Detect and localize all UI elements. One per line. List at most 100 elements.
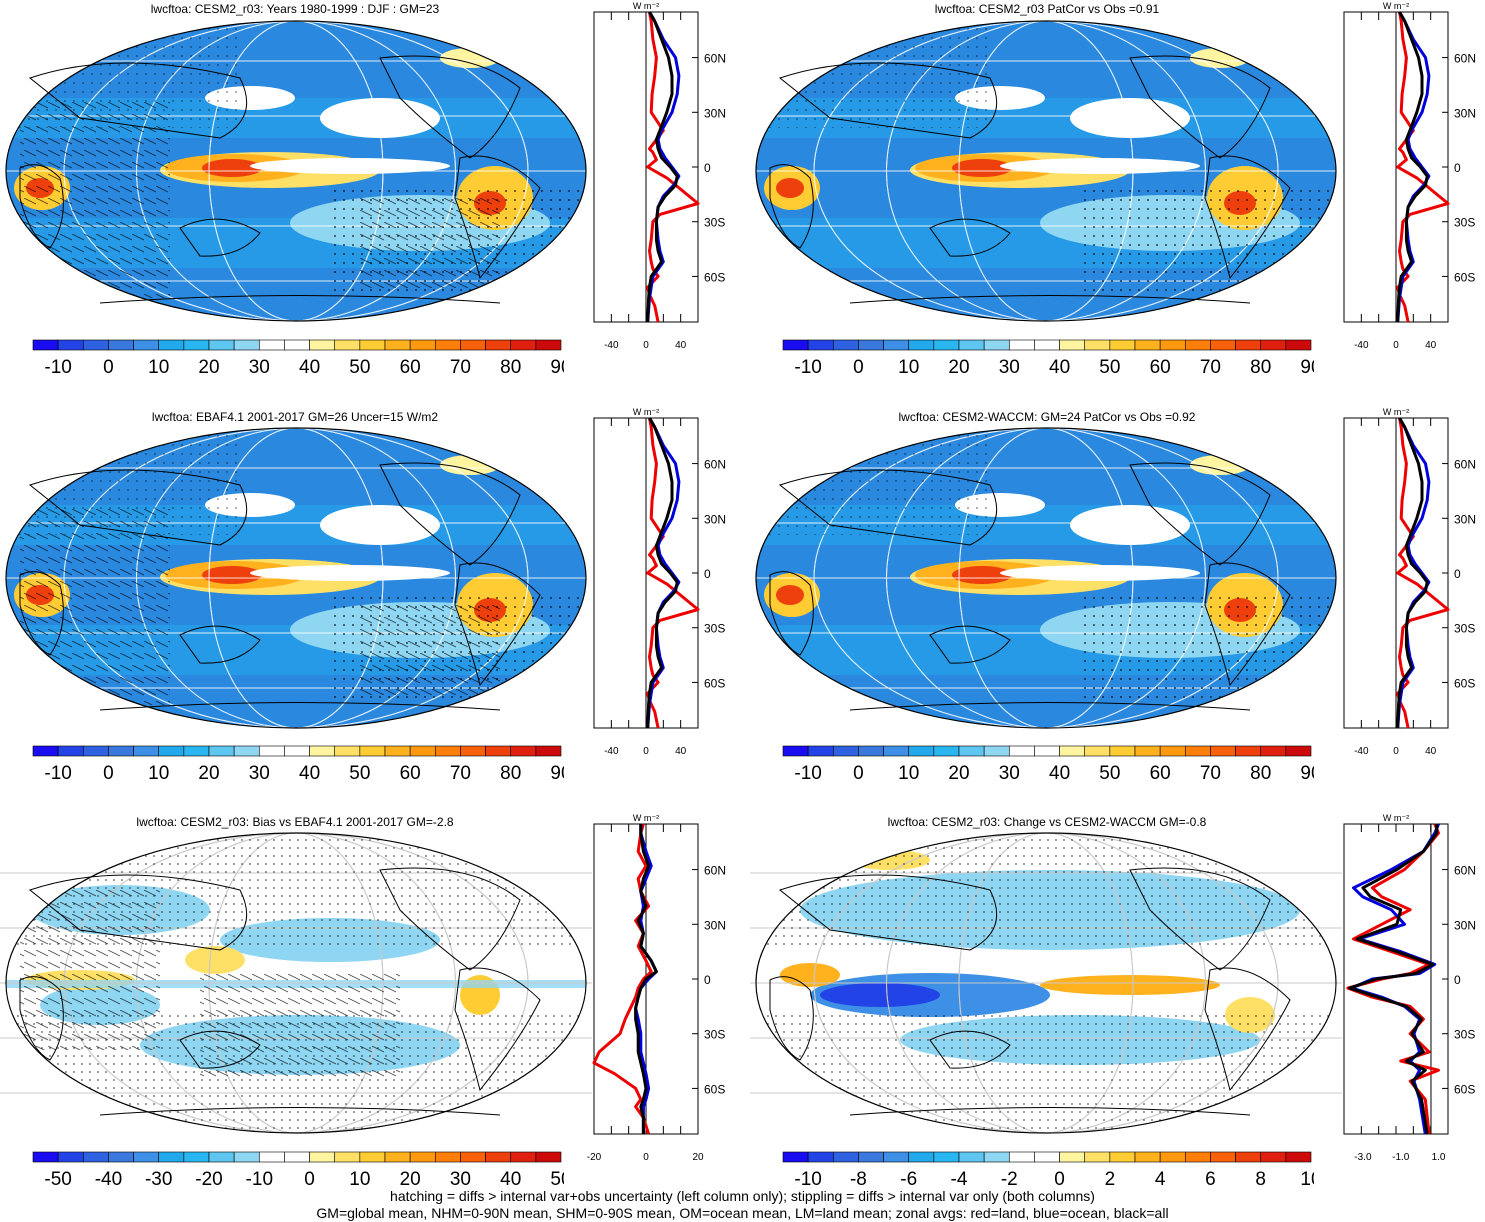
- namerica-coast: [1129, 867, 1271, 971]
- colorbar-label: 20: [400, 1169, 421, 1190]
- map-title-6: lwcftoa: CESM2_r03: Change vs CESM2-WACC…: [887, 815, 1207, 829]
- colorbar-label: -10: [794, 763, 821, 784]
- x-tick-label: -3.0: [1354, 1152, 1372, 1163]
- africa-core: [776, 585, 804, 605]
- hatching: [360, 198, 500, 288]
- colorbar-swatch: [1059, 339, 1086, 351]
- colorbar-swatch: [460, 1151, 486, 1163]
- colorbar-swatch: [334, 745, 361, 757]
- zonal-line-all: [634, 824, 658, 1134]
- footer-note-legend: GM=global mean, NHM=0-90N mean, SHM=0-90…: [316, 1205, 1169, 1221]
- lat-label: 30N: [704, 918, 726, 932]
- colorbar-swatch: [384, 1151, 411, 1163]
- lat-label: 30S: [1454, 216, 1475, 230]
- australia-coast: [179, 625, 261, 664]
- map-title-4: lwcftoa: CESM2-WACCM: GM=24 PatCor vs Ob…: [898, 410, 1196, 424]
- colorbar-label: -10: [794, 357, 821, 378]
- zonal-line-all: [646, 417, 679, 729]
- colorbar-label: 30: [450, 1169, 471, 1190]
- colorbar-label: 90: [550, 357, 564, 378]
- colorbar-swatch: [958, 745, 985, 757]
- colorbar-swatch: [309, 745, 336, 757]
- itcz-tail: [250, 158, 450, 174]
- colorbar-swatch: [334, 339, 361, 351]
- colorbar-swatch: [485, 745, 512, 757]
- colorbar-swatch: [1159, 745, 1186, 757]
- colorbar-swatch: [1235, 745, 1262, 757]
- colorbar-label: 6: [1205, 1169, 1216, 1190]
- colorbar-swatch: [883, 339, 910, 351]
- lat-label: 0: [1454, 973, 1461, 987]
- hatching: [200, 970, 400, 1080]
- colorbar-swatch: [958, 1151, 985, 1163]
- australia-coast: [929, 1030, 1011, 1069]
- warm-pool-core: [202, 159, 262, 177]
- colorbar-swatch: [258, 1151, 285, 1163]
- colorbar-swatch: [1159, 339, 1186, 351]
- colorbar-swatch: [1260, 745, 1287, 757]
- colorbar-swatch: [1235, 1151, 1262, 1163]
- colorbar-swatch: [782, 745, 809, 757]
- lat-label: 0: [704, 973, 711, 987]
- colorbar-label: 80: [1250, 763, 1271, 784]
- colorbar-swatch: [108, 339, 134, 351]
- lat-label: 60S: [704, 676, 725, 690]
- change-orange: [780, 963, 840, 987]
- colorbar-label: 40: [500, 1169, 521, 1190]
- colorbar-swatch: [158, 1151, 185, 1163]
- zonal-plot-6: 60N 30N 0 30S 60S W m⁻² -3.0 -1.0 1.0: [1343, 813, 1476, 1163]
- map-panel-5: [0, 832, 592, 1134]
- colorbar-label: 0: [304, 1169, 315, 1190]
- lat-label: 60S: [1454, 1082, 1475, 1096]
- colorbar-swatch: [510, 1151, 537, 1163]
- colorbar-swatch: [434, 339, 461, 351]
- colorbar-swatch: [1134, 339, 1161, 351]
- colorbar-swatch: [108, 1151, 134, 1163]
- colorbar-swatch: [133, 339, 160, 351]
- colorbar-label: 8: [1255, 1169, 1266, 1190]
- x-tick-label: 0: [643, 746, 649, 757]
- lat-label: 0: [1454, 567, 1461, 581]
- zonal-line-land: [1396, 417, 1450, 729]
- colorbar-swatch: [1109, 339, 1136, 351]
- colorbar-swatch: [158, 745, 185, 757]
- colorbar-swatch: [409, 745, 436, 757]
- colorbar-label: 10: [898, 763, 919, 784]
- hatching: [360, 605, 500, 695]
- colorbar-swatch: [1260, 1151, 1287, 1163]
- colorbar-label: 10: [898, 357, 919, 378]
- map-title-3: lwcftoa: EBAF4.1 2001-2017 GM=26 Uncer=1…: [151, 410, 439, 424]
- colorbar-swatch: [258, 745, 285, 757]
- colorbar-swatch: [958, 339, 985, 351]
- colorbar-swatch: [108, 745, 134, 757]
- colorbar-swatch: [359, 1151, 386, 1163]
- colorbar-label: 50: [349, 357, 370, 378]
- colorbar-label: 60: [400, 357, 421, 378]
- colorbar-label: 50: [1099, 357, 1120, 378]
- colorbar-swatch: [1210, 339, 1236, 351]
- colorbar-swatch: [1210, 1151, 1236, 1163]
- colorbar-swatch: [1210, 745, 1236, 757]
- colorbar-swatch: [908, 1151, 935, 1163]
- colorbar-label: -6: [900, 1169, 917, 1190]
- samerica-coast: [1204, 155, 1291, 280]
- australia-coast: [179, 1030, 261, 1069]
- colorbar-label: 70: [1200, 357, 1221, 378]
- colorbar-label: -20: [195, 1169, 222, 1190]
- colorbar-swatch: [832, 745, 859, 757]
- colorbar-label: 60: [400, 763, 421, 784]
- zonal-line-land: [646, 11, 700, 323]
- colorbar-swatch: [1184, 745, 1211, 757]
- colorbar-swatch: [309, 339, 336, 351]
- map-title-1: lwcftoa: CESM2_r03: Years 1980-1999 : DJ…: [150, 2, 440, 16]
- unit-label: W m⁻²: [633, 1, 659, 11]
- colorbar-swatch: [883, 1151, 910, 1163]
- colorbar-label: 10: [349, 1169, 370, 1190]
- colorbar-swatch: [409, 1151, 436, 1163]
- colorbar-label: 10: [148, 357, 169, 378]
- eurasia-coast: [778, 469, 998, 546]
- colorbar-swatch: [535, 339, 562, 351]
- colorbar-swatch: [460, 339, 486, 351]
- colorbar-swatch: [983, 745, 1010, 757]
- x-tick-label: 40: [1425, 746, 1437, 757]
